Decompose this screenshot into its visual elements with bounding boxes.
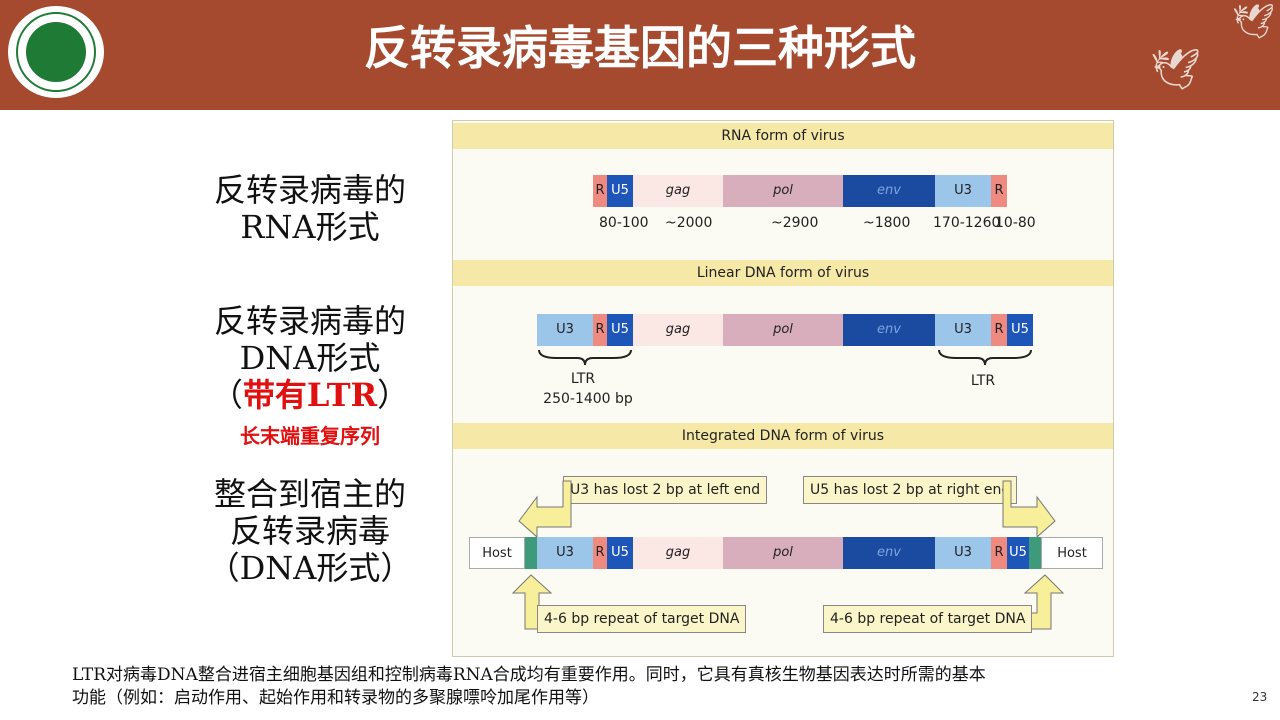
callout-u5-lost: U5 has lost 2 bp at right end [803,476,1018,504]
seg-u5: U5 [607,314,633,346]
callout-repeat-right: 4-6 bp repeat of target DNA [823,605,1033,633]
label-line: 整合到宿主的 [213,475,406,513]
ltr-highlight: 带有LTR [242,376,378,414]
page-number: 23 [1252,690,1268,704]
seg-env: env [843,314,935,346]
band-rna: RNA form of virus [453,123,1113,149]
band-linear-dna: Linear DNA form of virus [453,260,1113,286]
label-rna-form: 反转录病毒的 RNA形式 [180,172,440,246]
band-title: Integrated DNA form of virus [681,428,885,444]
arrow-u3-down [518,480,572,539]
seg-pol: pol [723,175,843,207]
seg-r: R [593,314,607,346]
footnote: LTR对病毒DNA整合进宿主细胞基因组和控制病毒RNA合成均有重要作用。同时，它… [72,664,1202,710]
seg-pol: pol [723,537,843,569]
seg-target-repeat [525,537,537,569]
seg-host: Host [469,537,525,569]
callout-u3-lost: U3 has lost 2 bp at left end [563,476,768,504]
seg-u3: U3 [935,314,991,346]
label-dna-form: 反转录病毒的 DNA形式 （带有LTR） [180,303,440,414]
label-integrated-form: 整合到宿主的 反转录病毒 （DNA形式） [180,476,440,587]
len-gag: ~2000 [665,215,713,231]
dove-icon: 🕊 [1232,2,1276,42]
title-bar-underline [0,100,1280,110]
band-title: RNA form of virus [721,128,845,144]
seg-gag: gag [633,175,723,207]
seg-gag: gag [633,314,723,346]
band-title: Linear DNA form of virus [696,265,870,281]
seg-r: R [991,314,1007,346]
len-u3: 170-1260 [933,215,1001,231]
seg-u5: U5 [1007,314,1033,346]
len-r: 80-100 [599,215,649,231]
ltr-label-left: LTR [570,371,596,387]
label-line: 反转录病毒的 [213,171,406,209]
seg-u5: U5 [1007,537,1029,569]
ltr-brace-left [538,349,632,366]
seg-u3: U3 [537,537,593,569]
seg-target-repeat [1029,537,1041,569]
seg-u3: U3 [537,314,593,346]
len-env: ~1800 [863,215,911,231]
label-line: DNA形式 [239,339,381,377]
footnote-line: 功能（例如：启动作用、起始作用和转录物的多聚腺嘌呤加尾作用等） [72,688,599,708]
footnote-line: LTR对病毒DNA整合进宿主细胞基因组和控制病毒RNA合成均有重要作用。同时，它… [72,665,986,685]
seg-host: Host [1041,537,1103,569]
ltr-size-left: 250-1400 bp [543,391,633,407]
arrow-u5-down [1002,480,1056,539]
seg-r: R [593,175,607,207]
label-ltr: （带有LTR） [180,377,440,414]
seg-r: R [593,537,607,569]
seg-gag: gag [633,537,723,569]
label-line: 反转录病毒的 [213,302,406,340]
logo-tree-icon [26,22,86,82]
callout-repeat-left: 4-6 bp repeat of target DNA [537,605,747,633]
label-line: 反转录病毒 [229,512,390,550]
ltr-brace-right [938,349,1032,366]
len-pol: ~2900 [771,215,819,231]
seg-env: env [843,175,935,207]
retrovirus-figure: RNA form of virus R U5 gag pol env U3 R … [452,120,1114,657]
logo-ring [16,12,96,92]
len-r-end: 10-80 [995,215,1036,231]
label-line: （DNA形式） [207,549,413,587]
dove-icon-large: 🕊 [1150,47,1201,93]
seg-u3: U3 [935,175,991,207]
paren-open: （ [210,376,243,414]
seg-env: env [843,537,935,569]
university-logo [6,4,106,100]
seg-u5: U5 [607,537,633,569]
seg-r: R [991,175,1007,207]
seg-r: R [991,537,1007,569]
band-integrated-dna: Integrated DNA form of virus [453,423,1113,449]
page-title: 反转录病毒基因的三种形式 [364,21,916,75]
title-bar [0,0,1280,100]
ltr-label-right: LTR [970,373,996,389]
seg-u3: U3 [935,537,991,569]
seg-u5: U5 [607,175,633,207]
label-ltr-subtitle: 长末端重复序列 [240,424,380,448]
seg-pol: pol [723,314,843,346]
paren-close: ） [377,376,410,414]
label-line: RNA形式 [240,208,380,246]
